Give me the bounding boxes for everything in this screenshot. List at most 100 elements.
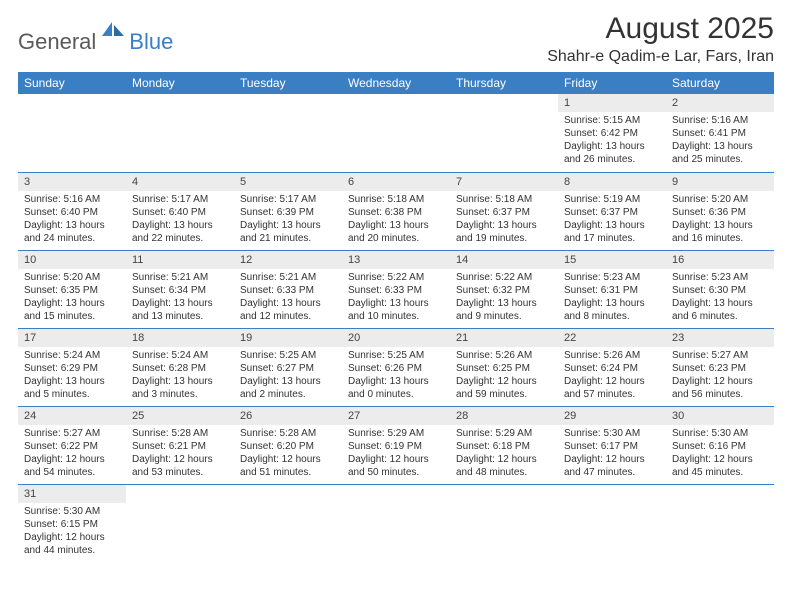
daylight-text: Daylight: 13 hours — [240, 219, 336, 232]
calendar-day-cell: 21 Sunrise: 5:26 AMSunset: 6:25 PMDayligh… — [450, 328, 558, 406]
daylight-text: and 12 minutes. — [240, 310, 336, 323]
calendar-week-row: 17Sunrise: 5:24 AMSunset: 6:29 PMDayligh… — [18, 328, 774, 406]
sunset-text: Sunset: 6:29 PM — [24, 362, 120, 375]
calendar-week-row: 10Sunrise: 5:20 AMSunset: 6:35 PMDayligh… — [18, 250, 774, 328]
weekday-header: Saturday — [666, 72, 774, 94]
calendar-day-cell: 16Sunrise: 5:23 AMSunset: 6:30 PMDayligh… — [666, 250, 774, 328]
day-number: 20 — [342, 329, 450, 347]
daylight-text: Daylight: 12 hours — [564, 453, 660, 466]
sunrise-text: Sunrise: 5:15 AM — [564, 114, 660, 127]
logo: General Blue — [18, 12, 173, 55]
month-title: August 2025 — [547, 12, 774, 46]
sunrise-text: Sunrise: 5:28 AM — [240, 427, 336, 440]
calendar-day-cell: 7 Sunrise: 5:18 AMSunset: 6:37 PMDaylight… — [450, 172, 558, 250]
sunset-text: Sunset: 6:25 PM — [456, 362, 552, 375]
sunrise-text: Sunrise: 5:22 AM — [456, 271, 552, 284]
weekday-header-row: SundayMondayTuesdayWednesdayThursdayFrid… — [18, 72, 774, 94]
sunset-text: Sunset: 6:31 PM — [564, 284, 660, 297]
daylight-text: and 13 minutes. — [132, 310, 228, 323]
day-content: 5Sunrise: 5:17 AMSunset: 6:39 PMDaylight… — [234, 173, 342, 249]
sunset-text: Sunset: 6:40 PM — [24, 206, 120, 219]
day-content: 13Sunrise: 5:22 AMSunset: 6:33 PMDayligh… — [342, 251, 450, 327]
sunrise-text: Sunrise: 5:18 AM — [456, 193, 552, 206]
day-content: 24Sunrise: 5:27 AMSunset: 6:22 PMDayligh… — [18, 407, 126, 483]
sunset-text: Sunset: 6:33 PM — [348, 284, 444, 297]
calendar-day-cell: 4Sunrise: 5:17 AMSunset: 6:40 PMDaylight… — [126, 172, 234, 250]
sunset-text: Sunset: 6:20 PM — [240, 440, 336, 453]
day-number: 21 — [450, 329, 558, 347]
daylight-text: and 9 minutes. — [456, 310, 552, 323]
sunset-text: Sunset: 6:28 PM — [132, 362, 228, 375]
daylight-text: Daylight: 13 hours — [132, 297, 228, 310]
sunset-text: Sunset: 6:40 PM — [132, 206, 228, 219]
sunrise-text: Sunrise: 5:24 AM — [24, 349, 120, 362]
daylight-text: Daylight: 12 hours — [24, 531, 120, 544]
sunset-text: Sunset: 6:39 PM — [240, 206, 336, 219]
sunset-text: Sunset: 6:34 PM — [132, 284, 228, 297]
day-content: 17Sunrise: 5:24 AMSunset: 6:29 PMDayligh… — [18, 329, 126, 405]
calendar-day-cell: 2Sunrise: 5:16 AMSunset: 6:41 PMDaylight… — [666, 94, 774, 172]
calendar-day-cell: 10Sunrise: 5:20 AMSunset: 6:35 PMDayligh… — [18, 250, 126, 328]
sunset-text: Sunset: 6:27 PM — [240, 362, 336, 375]
day-content: 6Sunrise: 5:18 AMSunset: 6:38 PMDaylight… — [342, 173, 450, 249]
day-content: 25Sunrise: 5:28 AMSunset: 6:21 PMDayligh… — [126, 407, 234, 483]
sunrise-text: Sunrise: 5:21 AM — [240, 271, 336, 284]
daylight-text: and 3 minutes. — [132, 388, 228, 401]
day-number: 2 — [666, 94, 774, 112]
calendar-day-cell — [126, 484, 234, 562]
daylight-text: and 45 minutes. — [672, 466, 768, 479]
calendar-day-cell: 28Sunrise: 5:29 AMSunset: 6:18 PMDayligh… — [450, 406, 558, 484]
sunset-text: Sunset: 6:17 PM — [564, 440, 660, 453]
daylight-text: Daylight: 12 hours — [456, 375, 552, 388]
daylight-text: and 5 minutes. — [24, 388, 120, 401]
daylight-text: and 26 minutes. — [564, 153, 660, 166]
daylight-text: and 54 minutes. — [24, 466, 120, 479]
calendar-day-cell: 6Sunrise: 5:18 AMSunset: 6:38 PMDaylight… — [342, 172, 450, 250]
daylight-text: Daylight: 12 hours — [24, 453, 120, 466]
sunrise-text: Sunrise: 5:24 AM — [132, 349, 228, 362]
day-content: 1Sunrise: 5:15 AMSunset: 6:42 PMDaylight… — [558, 94, 666, 170]
calendar-day-cell: 25Sunrise: 5:28 AMSunset: 6:21 PMDayligh… — [126, 406, 234, 484]
calendar-day-cell: 5Sunrise: 5:17 AMSunset: 6:39 PMDaylight… — [234, 172, 342, 250]
calendar-table: SundayMondayTuesdayWednesdayThursdayFrid… — [18, 72, 774, 562]
day-number: 22 — [558, 329, 666, 347]
daylight-text: and 22 minutes. — [132, 232, 228, 245]
day-content: 28Sunrise: 5:29 AMSunset: 6:18 PMDayligh… — [450, 407, 558, 483]
calendar-day-cell — [126, 94, 234, 172]
sunrise-text: Sunrise: 5:28 AM — [132, 427, 228, 440]
sunrise-text: Sunrise: 5:29 AM — [348, 427, 444, 440]
calendar-day-cell: 15Sunrise: 5:23 AMSunset: 6:31 PMDayligh… — [558, 250, 666, 328]
sunrise-text: Sunrise: 5:26 AM — [456, 349, 552, 362]
day-content: 23Sunrise: 5:27 AMSunset: 6:23 PMDayligh… — [666, 329, 774, 405]
daylight-text: and 19 minutes. — [456, 232, 552, 245]
day-number: 7 — [450, 173, 558, 191]
day-content: 31Sunrise: 5:30 AMSunset: 6:15 PMDayligh… — [18, 485, 126, 561]
sunset-text: Sunset: 6:24 PM — [564, 362, 660, 375]
weekday-header: Monday — [126, 72, 234, 94]
calendar-day-cell: 29Sunrise: 5:30 AMSunset: 6:17 PMDayligh… — [558, 406, 666, 484]
day-number: 10 — [18, 251, 126, 269]
weekday-header: Sunday — [18, 72, 126, 94]
daylight-text: Daylight: 13 hours — [348, 219, 444, 232]
title-block: August 2025 Shahr-e Qadim-e Lar, Fars, I… — [547, 12, 774, 66]
sunset-text: Sunset: 6:37 PM — [564, 206, 660, 219]
sunrise-text: Sunrise: 5:30 AM — [672, 427, 768, 440]
day-content: 4Sunrise: 5:17 AMSunset: 6:40 PMDaylight… — [126, 173, 234, 249]
daylight-text: Daylight: 13 hours — [24, 375, 120, 388]
daylight-text: Daylight: 12 hours — [564, 375, 660, 388]
sunrise-text: Sunrise: 5:18 AM — [348, 193, 444, 206]
calendar-day-cell: 20Sunrise: 5:25 AMSunset: 6:26 PMDayligh… — [342, 328, 450, 406]
sunrise-text: Sunrise: 5:30 AM — [24, 505, 120, 518]
day-number: 31 — [18, 485, 126, 503]
sunset-text: Sunset: 6:35 PM — [24, 284, 120, 297]
daylight-text: and 47 minutes. — [564, 466, 660, 479]
sunrise-text: Sunrise: 5:26 AM — [564, 349, 660, 362]
day-number: 4 — [126, 173, 234, 191]
sunset-text: Sunset: 6:37 PM — [456, 206, 552, 219]
sunrise-text: Sunrise: 5:29 AM — [456, 427, 552, 440]
daylight-text: Daylight: 13 hours — [456, 219, 552, 232]
day-content: 14Sunrise: 5:22 AMSunset: 6:32 PMDayligh… — [450, 251, 558, 327]
daylight-text: and 8 minutes. — [564, 310, 660, 323]
sunset-text: Sunset: 6:21 PM — [132, 440, 228, 453]
day-content: 15Sunrise: 5:23 AMSunset: 6:31 PMDayligh… — [558, 251, 666, 327]
